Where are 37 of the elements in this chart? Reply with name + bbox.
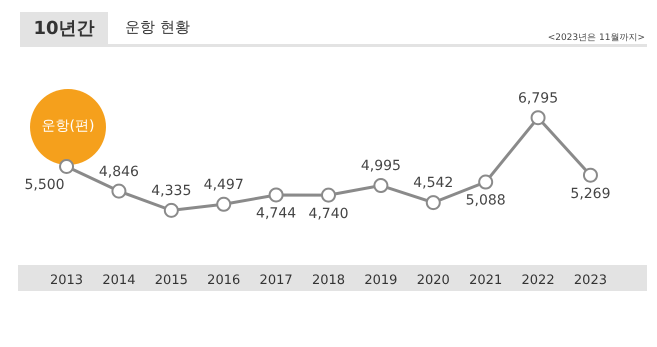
x-tick-label: 2014	[102, 273, 136, 288]
data-label: 4,740	[308, 206, 349, 222]
text: <2023년은 11월까지>	[548, 32, 645, 44]
data-label: 4,542	[413, 175, 454, 192]
x-tick-label: 2013	[50, 273, 84, 288]
data-label: 5,269	[570, 186, 611, 202]
point	[268, 187, 284, 202]
x-tick-label: 2022	[522, 273, 555, 288]
data-label: 4,995	[360, 158, 401, 174]
point	[164, 202, 179, 218]
data-label: 5,088	[466, 192, 506, 209]
point	[478, 174, 494, 190]
point	[373, 178, 388, 194]
data-label: 4,744	[256, 206, 296, 222]
x-tick-label: 2023	[574, 273, 608, 288]
data-label: 4,846	[98, 164, 140, 180]
y-axis-title: 운항(편)	[40, 117, 96, 135]
x-tick-label: 2020	[416, 273, 450, 288]
x-tick-label: 2021	[469, 273, 502, 288]
point	[111, 184, 126, 199]
data-label: 5,500	[24, 177, 65, 194]
point	[321, 188, 336, 203]
point	[216, 196, 232, 212]
x-tick-label: 2017	[260, 273, 293, 288]
x-tick-label: 2015	[154, 273, 188, 288]
point	[582, 168, 598, 183]
chart-title: 10년간	[20, 12, 108, 44]
point	[426, 195, 441, 210]
x-tick-label: 2018	[312, 273, 346, 288]
data-label: 4,497	[204, 176, 244, 193]
point	[59, 159, 74, 174]
chart-subtitle: 운항 현황	[125, 18, 190, 37]
x-tick-label: 2019	[364, 273, 398, 288]
x-tick-label: 2016	[207, 273, 240, 288]
data-label: 4,335	[151, 183, 192, 200]
data-label: 6,795	[518, 90, 558, 106]
point	[530, 110, 546, 126]
